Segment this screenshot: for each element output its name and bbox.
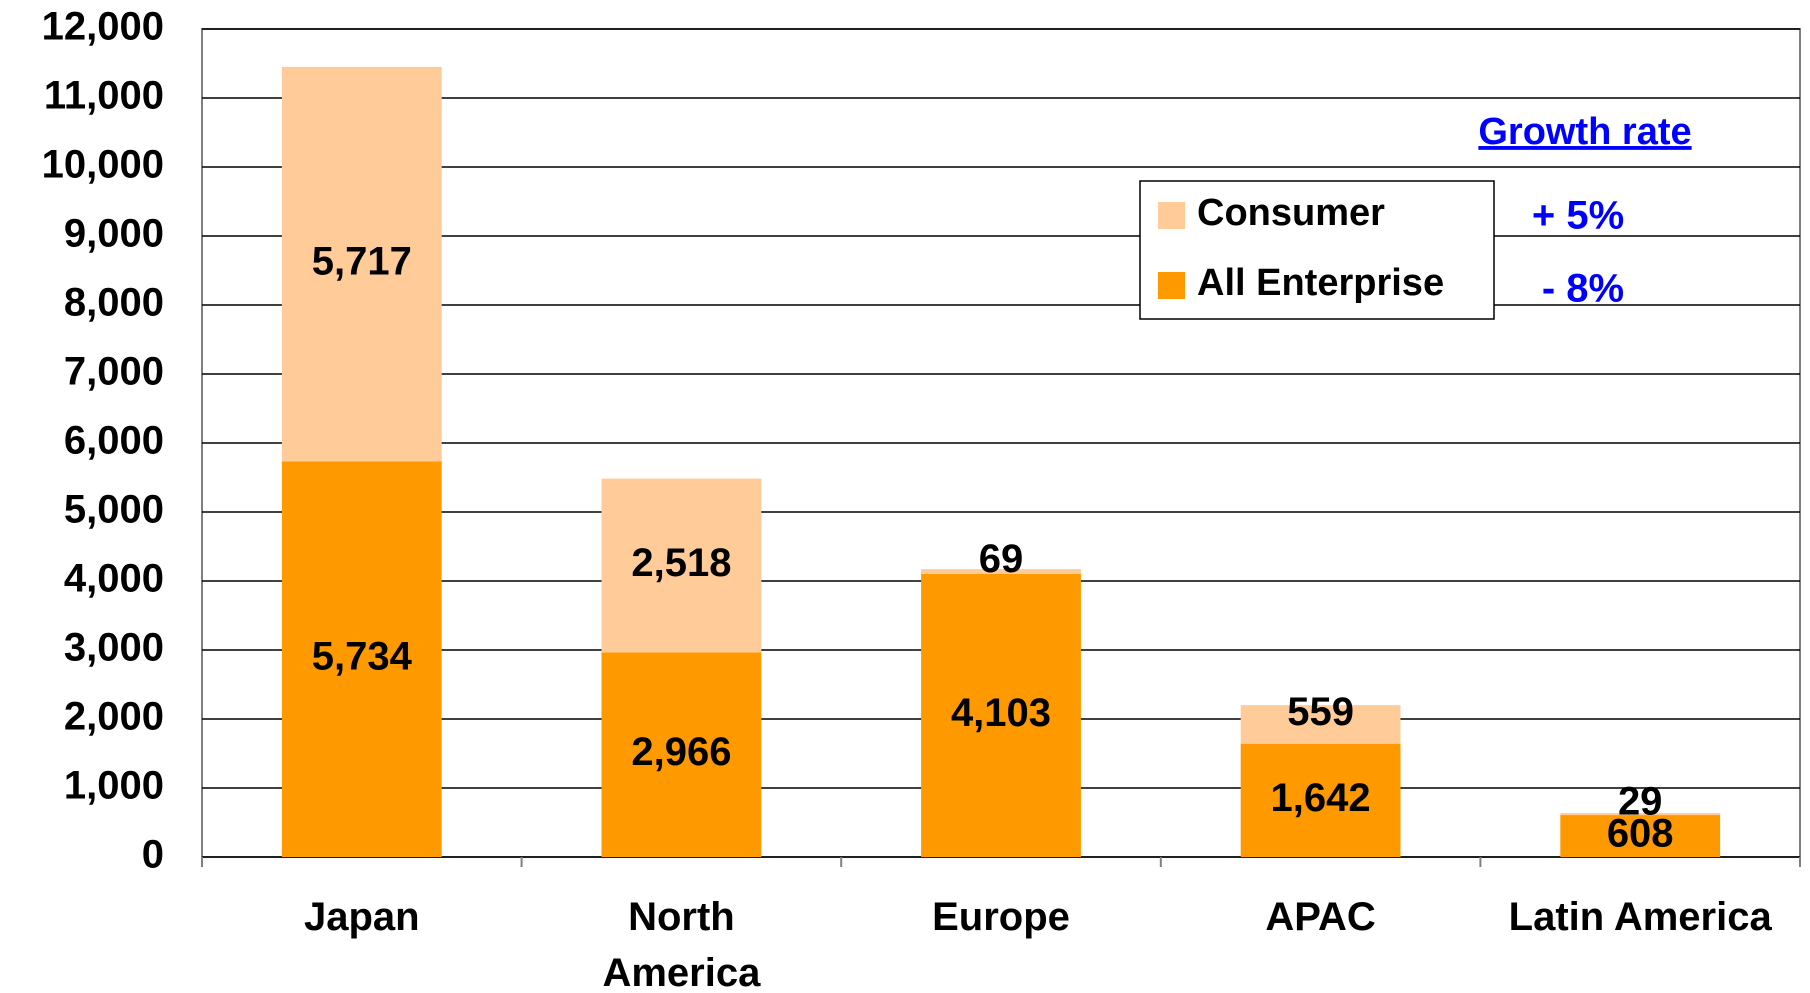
growth-rate: + 5% [1532, 194, 1624, 238]
y-tick-label: 0 [142, 833, 164, 877]
legend-box [1139, 180, 1495, 320]
bar-segment [601, 478, 762, 653]
bar-segment [601, 652, 762, 857]
y-tick-label: 4,000 [64, 557, 164, 601]
bar-segment [281, 461, 442, 857]
y-tick-label: 6,000 [64, 419, 164, 463]
y-tick-label: 11,000 [44, 74, 164, 118]
bar-segment [921, 569, 1081, 574]
y-tick-label: 2,000 [64, 695, 164, 739]
legend-label: All Enterprise [1197, 262, 1444, 304]
legend-swatch [1158, 272, 1185, 299]
y-tick-label: 10,000 [42, 143, 164, 187]
data-label: 608 [1607, 812, 1674, 856]
y-tick-label: 3,000 [64, 626, 164, 670]
y-tick-label: 9,000 [64, 212, 164, 256]
y-tick-label: 8,000 [64, 281, 164, 325]
y-tick-label: 7,000 [64, 350, 164, 394]
data-label: 4,103 [951, 691, 1051, 735]
data-label: 5,734 [312, 635, 413, 679]
bar-segment [1560, 815, 1721, 857]
x-tick-label: North America [602, 895, 761, 993]
x-tick-label: APAC [1265, 895, 1376, 939]
growth-rate: - 8% [1542, 267, 1624, 311]
bar-segment [1560, 813, 1721, 816]
y-tick-label: 1,000 [64, 764, 164, 808]
legend-swatch [1158, 202, 1185, 229]
data-label: 2,966 [631, 730, 731, 774]
data-label: 29 [1618, 780, 1663, 824]
x-tick-label: Latin America [1508, 895, 1772, 939]
data-label: 559 [1287, 690, 1354, 734]
growth-rate-title: Growth rate [1478, 111, 1691, 153]
legend-label: Consumer [1197, 192, 1385, 234]
bar-segment [281, 66, 442, 462]
bar-segment [921, 573, 1081, 857]
bar-segment [1240, 743, 1401, 857]
bar-segment [1240, 705, 1401, 744]
x-tick-label: Europe [932, 895, 1070, 939]
data-label: 1,642 [1271, 776, 1371, 820]
data-label: 69 [979, 537, 1024, 581]
y-tick-label: 12,000 [42, 5, 164, 49]
x-tick-label: Japan [303, 895, 420, 939]
data-label: 5,717 [312, 240, 412, 284]
y-tick-label: 5,000 [64, 488, 164, 532]
data-label: 2,518 [631, 541, 731, 585]
